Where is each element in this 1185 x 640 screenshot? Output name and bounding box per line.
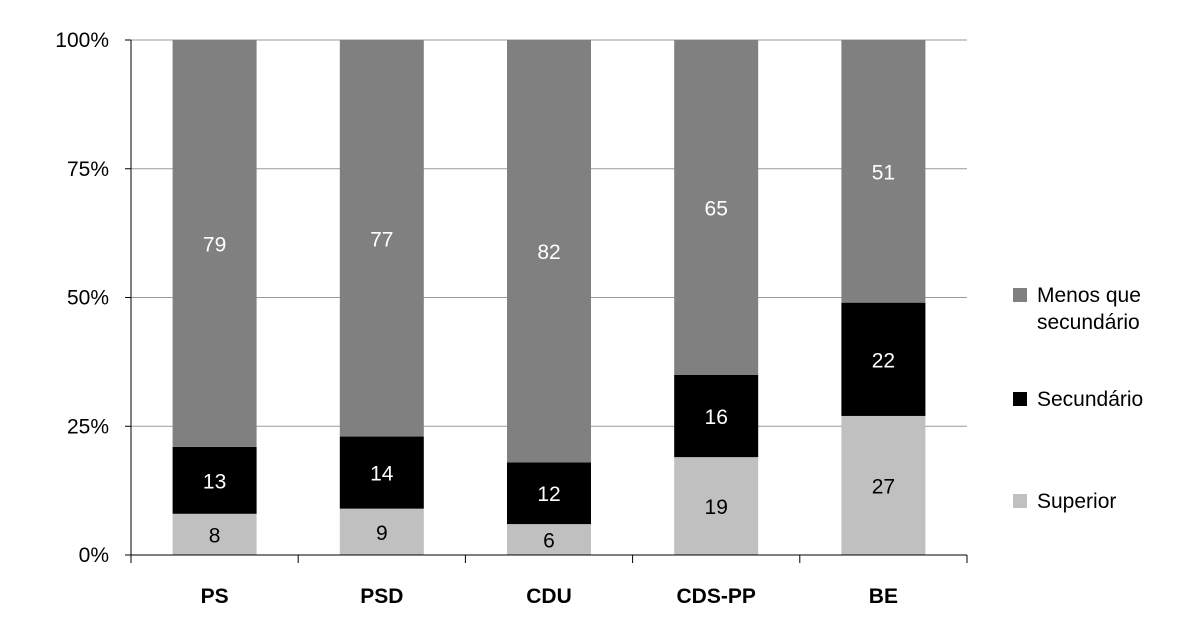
bars: 8 13 79 9 14 77 6 12 82 19 16 65 27 22 51 (172, 40, 926, 555)
data-label: 22 (872, 349, 895, 372)
bar-segment (339, 436, 424, 509)
y-tick-label: 50% (67, 287, 109, 310)
data-label: 16 (705, 406, 728, 429)
data-label: 12 (537, 483, 560, 506)
x-tick-label: CDU (526, 585, 572, 608)
bar-segment (172, 513, 257, 555)
axes: 0% 25% 50% 75% 100% PS PSD CDU CDS-PP BE (55, 29, 968, 608)
data-label: 9 (376, 522, 388, 545)
data-label: 27 (872, 475, 895, 498)
x-tick-label: PS (201, 585, 229, 608)
y-tick-label: 25% (67, 415, 109, 438)
legend-swatch (1013, 392, 1027, 406)
bar-segment (674, 457, 759, 555)
bar-segment (507, 462, 591, 525)
y-tick-label: 100% (55, 29, 109, 52)
bar-segment (172, 40, 257, 447)
legend-label: Menos que secundário (1037, 284, 1141, 334)
legend-label: Superior (1037, 490, 1116, 513)
bar-segment (172, 446, 257, 514)
legend-swatch (1013, 288, 1027, 302)
legend-swatch (1013, 494, 1027, 508)
data-label: 65 (705, 197, 728, 220)
legend: Menos que secundário Secundário Superior (1013, 284, 1143, 513)
x-tick-label: BE (869, 585, 898, 608)
y-tick-label: 75% (67, 158, 109, 181)
bar-segment (841, 40, 926, 303)
data-label: 6 (543, 530, 555, 553)
bar-segment (507, 40, 591, 463)
data-label: 82 (537, 241, 560, 264)
legend-label: Secundário (1037, 388, 1143, 411)
data-label: 77 (370, 228, 393, 251)
bar-segment (339, 508, 424, 555)
x-tick-label: PSD (360, 585, 403, 608)
x-tick-label: CDS-PP (677, 585, 756, 608)
data-label: 8 (209, 524, 221, 547)
bar-segment (841, 415, 926, 555)
data-label: 13 (203, 470, 226, 493)
data-label: 19 (705, 496, 728, 519)
data-label: 51 (872, 161, 895, 184)
bar-segment (507, 524, 591, 555)
bar-segment (339, 40, 424, 437)
bar-segment (674, 374, 759, 458)
data-label: 79 (203, 233, 226, 256)
bar-segment (841, 302, 926, 416)
bar-segment (674, 40, 759, 375)
data-label: 14 (370, 463, 394, 486)
y-tick-label: 0% (79, 544, 109, 567)
